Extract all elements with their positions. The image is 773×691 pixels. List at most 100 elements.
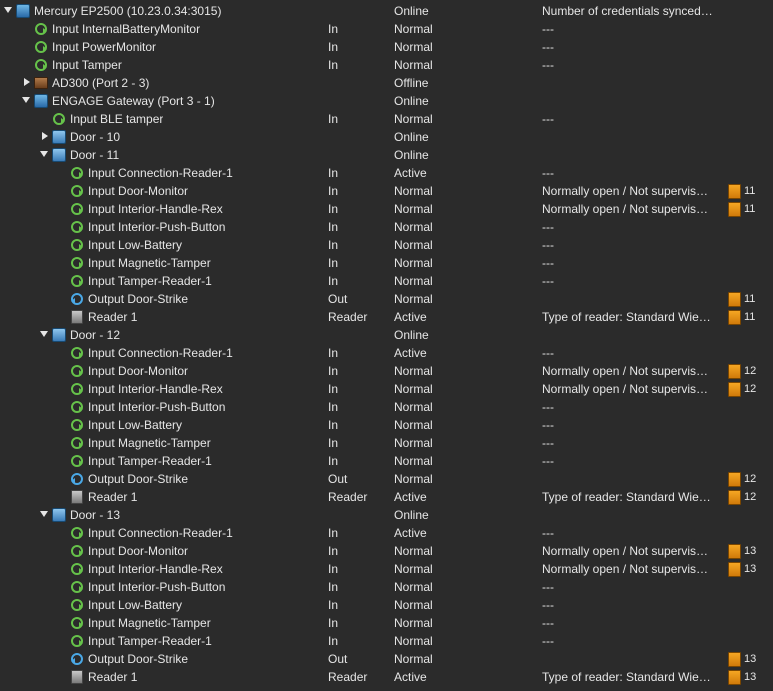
reader-icon — [69, 490, 84, 505]
tree-row[interactable]: Input Connection-Reader-1InActive--- — [0, 344, 773, 362]
expand-caret[interactable] — [40, 150, 50, 160]
tree-row[interactable]: AD300 (Port 2 - 3)Offline — [0, 74, 773, 92]
row-direction: In — [328, 256, 394, 270]
device-tree[interactable]: Mercury EP2500 (10.23.0.34:3015)OnlineNu… — [0, 0, 773, 688]
badge-number: 12 — [744, 383, 756, 395]
tree-row[interactable]: Input Magnetic-TamperInNormal--- — [0, 614, 773, 632]
expand-caret[interactable] — [40, 510, 50, 520]
tree-row[interactable]: Input Interior-Push-ButtonInNormal--- — [0, 398, 773, 416]
expand-caret[interactable] — [22, 78, 32, 88]
row-direction: In — [328, 400, 394, 414]
row-badge: 12 — [728, 364, 768, 379]
controller-icon — [15, 4, 30, 19]
tree-row[interactable]: Input Magnetic-TamperInNormal--- — [0, 434, 773, 452]
row-label: Input InternalBatteryMonitor — [52, 22, 200, 36]
door-icon — [51, 508, 66, 523]
tree-row[interactable]: Mercury EP2500 (10.23.0.34:3015)OnlineNu… — [0, 2, 773, 20]
row-label: Input Tamper — [52, 58, 122, 72]
warning-badge-icon — [728, 472, 741, 487]
row-state: Normal — [394, 256, 542, 270]
in-icon — [51, 112, 66, 127]
tree-row[interactable]: Output Door-StrikeOutNormal13 — [0, 650, 773, 668]
row-state: Normal — [394, 364, 542, 378]
row-label: Input Interior-Handle-Rex — [88, 382, 223, 396]
row-direction: In — [328, 220, 394, 234]
badge-number: 11 — [744, 293, 755, 305]
door-icon — [51, 148, 66, 163]
expand-caret[interactable] — [40, 330, 50, 340]
tree-row[interactable]: Input Door-MonitorInNormalNormally open … — [0, 362, 773, 380]
expand-caret[interactable] — [22, 96, 32, 106]
row-direction: In — [328, 40, 394, 54]
tree-row[interactable]: Door - 12Online — [0, 326, 773, 344]
in-icon — [69, 454, 84, 469]
in-icon — [69, 364, 84, 379]
row-state: Offline — [394, 76, 542, 90]
tree-row[interactable]: Input PowerMonitorInNormal--- — [0, 38, 773, 56]
row-label: Output Door-Strike — [88, 292, 188, 306]
tree-row[interactable]: Output Door-StrikeOutNormal11 — [0, 290, 773, 308]
row-label: Input Low-Battery — [88, 238, 182, 252]
row-label: Input Low-Battery — [88, 418, 182, 432]
row-badge: 11 — [728, 292, 768, 307]
tree-row[interactable]: Reader 1ReaderActiveType of reader: Stan… — [0, 488, 773, 506]
tree-row[interactable]: Input Connection-Reader-1InActive--- — [0, 164, 773, 182]
row-badge: 12 — [728, 382, 768, 397]
tree-row[interactable]: Input Magnetic-TamperInNormal--- — [0, 254, 773, 272]
tree-row[interactable]: Input Interior-Push-ButtonInNormal--- — [0, 578, 773, 596]
tree-row[interactable]: Input Interior-Handle-RexInNormalNormall… — [0, 560, 773, 578]
tree-row[interactable]: Reader 1ReaderActiveType of reader: Stan… — [0, 308, 773, 326]
tree-row[interactable]: ENGAGE Gateway (Port 3 - 1)Online — [0, 92, 773, 110]
row-state: Normal — [394, 598, 542, 612]
warning-badge-icon — [728, 652, 741, 667]
door-icon — [51, 130, 66, 145]
row-label: Reader 1 — [88, 310, 137, 324]
tree-row[interactable]: Input TamperInNormal--- — [0, 56, 773, 74]
row-badge: 12 — [728, 490, 768, 505]
row-detail: --- — [542, 58, 728, 72]
row-direction: Reader — [328, 670, 394, 684]
row-direction: In — [328, 202, 394, 216]
tree-row[interactable]: Input Tamper-Reader-1InNormal--- — [0, 452, 773, 470]
tree-row[interactable]: Door - 11Online — [0, 146, 773, 164]
tree-row[interactable]: Input Low-BatteryInNormal--- — [0, 596, 773, 614]
row-label: Input Magnetic-Tamper — [88, 256, 211, 270]
row-direction: In — [328, 184, 394, 198]
expand-caret[interactable] — [4, 6, 14, 16]
tree-row[interactable]: Input Door-MonitorInNormalNormally open … — [0, 182, 773, 200]
badge-number: 12 — [744, 473, 756, 485]
row-state: Normal — [394, 238, 542, 252]
tree-row[interactable]: Input Interior-Handle-RexInNormalNormall… — [0, 380, 773, 398]
row-detail: Normally open / Not supervis… — [542, 202, 728, 216]
tree-row[interactable]: Input Interior-Push-ButtonInNormal--- — [0, 218, 773, 236]
expand-caret[interactable] — [40, 132, 50, 142]
tree-row[interactable]: Output Door-StrikeOutNormal12 — [0, 470, 773, 488]
row-detail: --- — [542, 580, 728, 594]
tree-row[interactable]: Reader 1ReaderActiveType of reader: Stan… — [0, 668, 773, 686]
row-direction: In — [328, 112, 394, 126]
door-icon — [51, 328, 66, 343]
tree-row[interactable]: Input Low-BatteryInNormal--- — [0, 416, 773, 434]
badge-number: 13 — [744, 671, 756, 683]
in-icon — [69, 526, 84, 541]
row-label: Input Low-Battery — [88, 598, 182, 612]
tree-row[interactable]: Door - 10Online — [0, 128, 773, 146]
row-state: Online — [394, 94, 542, 108]
out-icon — [69, 472, 84, 487]
row-detail: --- — [542, 616, 728, 630]
tree-row[interactable]: Input BLE tamperInNormal--- — [0, 110, 773, 128]
in-icon — [69, 184, 84, 199]
row-direction: Reader — [328, 490, 394, 504]
tree-row[interactable]: Input Tamper-Reader-1InNormal--- — [0, 632, 773, 650]
in-icon — [69, 562, 84, 577]
tree-row[interactable]: Input Interior-Handle-RexInNormalNormall… — [0, 200, 773, 218]
tree-row[interactable]: Input Door-MonitorInNormalNormally open … — [0, 542, 773, 560]
tree-row[interactable]: Input Connection-Reader-1InActive--- — [0, 524, 773, 542]
row-state: Normal — [394, 616, 542, 630]
warning-badge-icon — [728, 202, 741, 217]
tree-row[interactable]: Input Tamper-Reader-1InNormal--- — [0, 272, 773, 290]
tree-row[interactable]: Door - 13Online — [0, 506, 773, 524]
tree-row[interactable]: Input InternalBatteryMonitorInNormal--- — [0, 20, 773, 38]
row-label: Input PowerMonitor — [52, 40, 156, 54]
tree-row[interactable]: Input Low-BatteryInNormal--- — [0, 236, 773, 254]
